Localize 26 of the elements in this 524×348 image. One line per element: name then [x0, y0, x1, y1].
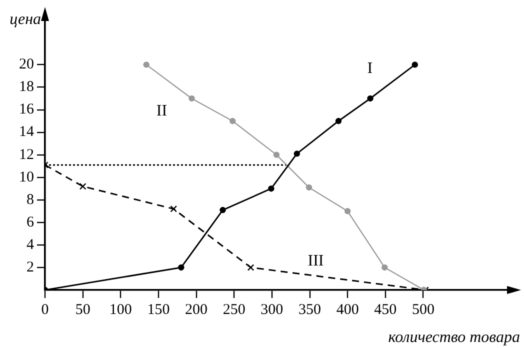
y-tick-label: 6: [26, 214, 34, 230]
x-tick-label: 300: [260, 302, 284, 318]
series-label: III: [308, 252, 324, 270]
y-tick-label: 10: [19, 169, 34, 186]
x-tick-label: 100: [109, 302, 132, 318]
x-tick-label: 250: [222, 302, 246, 318]
y-axis-title: цена: [10, 11, 41, 28]
y-tick-label: 20: [19, 56, 34, 73]
x-axis-title: количество товара: [388, 329, 520, 346]
y-tick-label: 4: [26, 236, 34, 253]
y-tick-label: 12: [19, 146, 34, 163]
x-tick-label: 50: [75, 302, 90, 318]
x-tick-label: 200: [185, 302, 208, 318]
x-tick-label: 350: [298, 302, 322, 318]
x-tick-label: 0: [41, 302, 49, 318]
x-tick-label: 400: [336, 302, 359, 318]
y-tick-label: 16: [19, 102, 34, 118]
y-tick-label: 8: [26, 192, 34, 208]
series-label: II: [156, 102, 168, 120]
series-label: I: [367, 60, 373, 77]
y-tick-label: 2: [26, 259, 34, 276]
x-tick-label: 150: [147, 302, 170, 318]
y-tick-label: 18: [19, 79, 34, 96]
x-tick-label: 450: [374, 302, 397, 318]
y-tick-label: 14: [19, 124, 34, 140]
x-tick-label: 500: [412, 302, 434, 318]
